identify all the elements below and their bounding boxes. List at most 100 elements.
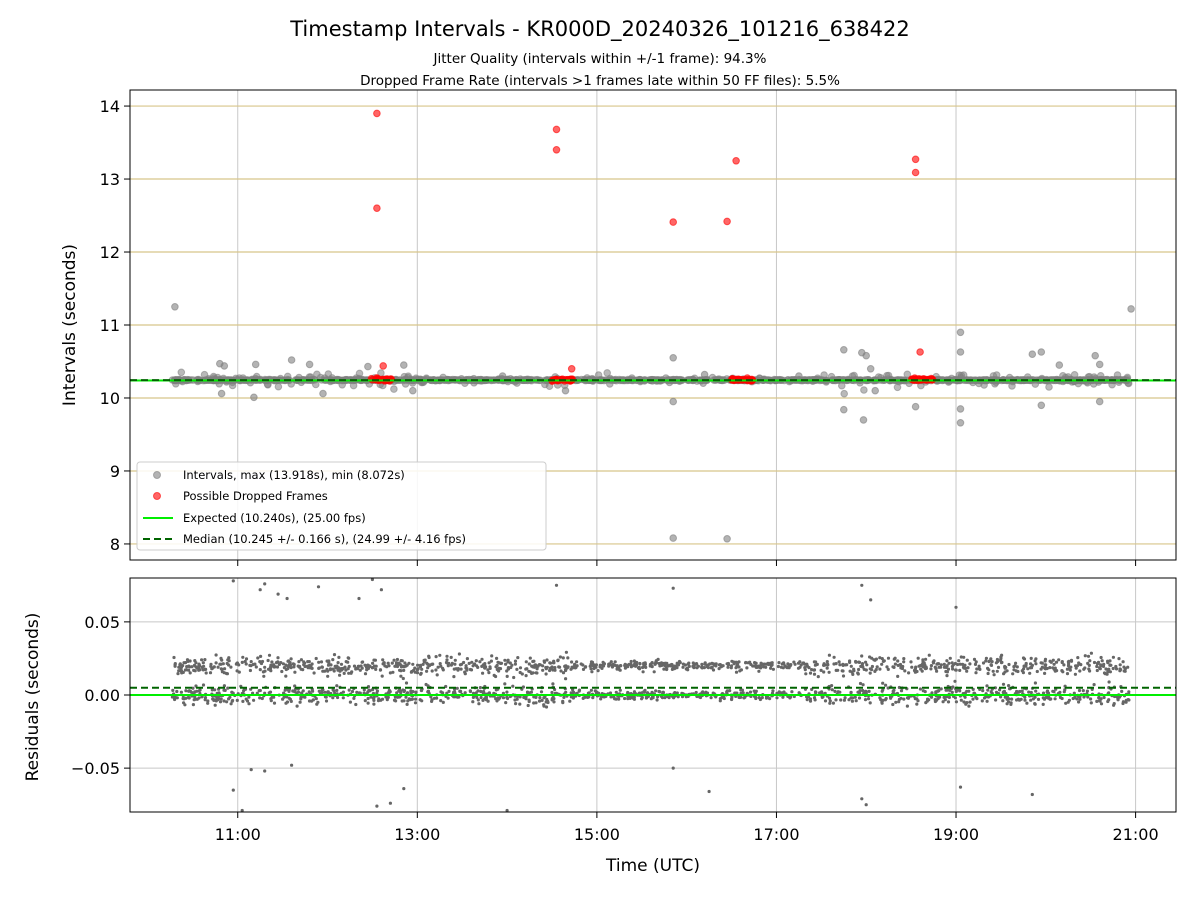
residual-point bbox=[769, 664, 773, 668]
residual-point bbox=[771, 667, 776, 671]
residual-point bbox=[629, 665, 634, 669]
residual-point bbox=[897, 700, 901, 704]
residual-point bbox=[394, 699, 398, 703]
residual-point bbox=[564, 690, 568, 694]
residual-point bbox=[189, 690, 194, 694]
residual-point bbox=[1009, 701, 1013, 705]
interval-point bbox=[603, 369, 612, 377]
residual-point bbox=[602, 662, 607, 666]
residual-point bbox=[594, 663, 599, 667]
residual-point bbox=[505, 690, 509, 694]
residual-point bbox=[886, 667, 890, 672]
residual-point bbox=[514, 702, 518, 706]
residual-point bbox=[312, 671, 316, 675]
residual-point bbox=[589, 688, 594, 692]
residual-point bbox=[382, 661, 386, 665]
residual-point bbox=[214, 653, 218, 657]
residual-point bbox=[1001, 690, 1005, 695]
residual-point bbox=[544, 672, 548, 676]
residual-point bbox=[360, 666, 364, 670]
legend-intervals-label: Intervals, max (13.918s), min (8.072s) bbox=[183, 468, 405, 482]
top-plot-area bbox=[130, 109, 1176, 543]
residual-point bbox=[372, 702, 376, 706]
residual-point bbox=[1097, 696, 1101, 700]
residual-point bbox=[1078, 669, 1082, 673]
residual-point bbox=[909, 660, 913, 664]
residual-point bbox=[641, 665, 645, 670]
residual-point bbox=[985, 684, 989, 688]
residual-point bbox=[171, 688, 175, 693]
residual-point bbox=[826, 663, 830, 667]
residual-point bbox=[179, 665, 184, 669]
residual-point bbox=[694, 690, 698, 695]
residual-point bbox=[575, 660, 579, 664]
residual-point bbox=[860, 583, 864, 587]
residual-point bbox=[725, 690, 729, 694]
residual-point bbox=[769, 666, 773, 670]
residual-point bbox=[317, 666, 321, 671]
residual-point bbox=[571, 688, 575, 692]
residual-point bbox=[342, 671, 346, 676]
residual-point bbox=[331, 696, 335, 700]
residual-point bbox=[274, 661, 279, 665]
interval-point bbox=[893, 383, 902, 392]
residual-point bbox=[356, 664, 360, 669]
residual-point bbox=[709, 666, 714, 670]
residual-point bbox=[229, 702, 233, 706]
residual-point bbox=[706, 666, 711, 670]
interval-point bbox=[263, 380, 272, 389]
residual-point bbox=[777, 661, 781, 665]
residual-point bbox=[860, 654, 864, 658]
interval-point bbox=[274, 382, 283, 391]
residual-point bbox=[664, 665, 668, 669]
residual-point bbox=[363, 699, 367, 703]
residual-point bbox=[421, 662, 425, 667]
residual-point bbox=[916, 656, 920, 660]
residual-point bbox=[981, 661, 986, 665]
residual-point bbox=[700, 666, 704, 670]
residual-point bbox=[339, 662, 344, 666]
residual-point bbox=[905, 696, 910, 700]
residual-point bbox=[1000, 660, 1004, 665]
residual-point bbox=[366, 666, 370, 671]
residual-point bbox=[822, 663, 826, 667]
residual-point bbox=[549, 667, 553, 671]
residual-point bbox=[439, 664, 443, 668]
residual-point bbox=[1055, 669, 1059, 673]
residual-point bbox=[737, 665, 741, 669]
interval-point bbox=[956, 405, 965, 413]
residual-point bbox=[244, 657, 249, 661]
residual-point bbox=[478, 660, 482, 664]
residual-point bbox=[950, 690, 954, 695]
residual-point bbox=[1108, 663, 1112, 667]
interval-point bbox=[860, 386, 868, 394]
interval-point bbox=[401, 380, 410, 388]
residual-point bbox=[1118, 669, 1122, 673]
residual-point bbox=[994, 661, 999, 665]
residual-point bbox=[450, 661, 454, 666]
residual-point bbox=[235, 698, 239, 703]
dropped-frame-point bbox=[379, 362, 388, 370]
residual-point bbox=[1007, 684, 1011, 688]
residual-point bbox=[752, 689, 756, 693]
residual-point bbox=[548, 661, 552, 665]
residual-point bbox=[849, 696, 853, 700]
residual-point bbox=[299, 667, 303, 671]
residual-point bbox=[998, 688, 1002, 692]
residual-point bbox=[1002, 672, 1006, 676]
residual-point bbox=[473, 662, 477, 666]
top-y-axis: 8 9 10 11 12 13 14 bbox=[100, 97, 130, 554]
bottom-y-tick-label: 0.05 bbox=[84, 613, 120, 632]
interval-point bbox=[991, 380, 999, 388]
residual-point bbox=[1077, 688, 1082, 693]
residual-point bbox=[1083, 654, 1087, 658]
residual-point bbox=[495, 667, 499, 672]
residual-point bbox=[813, 690, 818, 694]
residual-point bbox=[173, 664, 177, 668]
residual-point bbox=[757, 696, 761, 700]
residual-point bbox=[545, 658, 549, 662]
interval-point bbox=[177, 368, 186, 377]
residual-point bbox=[223, 667, 227, 671]
residual-point bbox=[833, 689, 837, 694]
residual-point bbox=[550, 697, 554, 701]
